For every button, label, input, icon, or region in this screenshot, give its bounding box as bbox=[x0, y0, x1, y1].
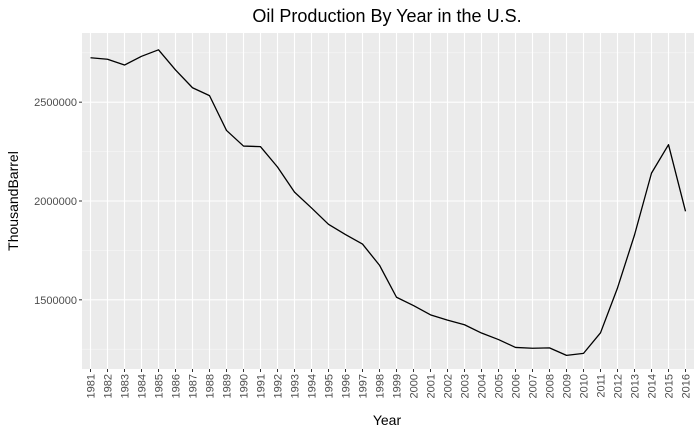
x-tick-label: 1999 bbox=[392, 374, 404, 398]
x-axis: 1981 1982 1983 1984 1985 1986 1987 1988 1989 1990… bbox=[86, 369, 693, 398]
y-tick-label: 2500000 bbox=[34, 97, 77, 109]
y-tick-label: 1500000 bbox=[34, 295, 77, 307]
x-tick-label: 2008 bbox=[545, 374, 557, 398]
x-tick-label: 1981 bbox=[86, 374, 98, 398]
x-tick-label: 1991 bbox=[256, 374, 268, 398]
x-tick-label: 1984 bbox=[137, 374, 149, 398]
x-tick-label: 1987 bbox=[188, 374, 200, 398]
x-tick-label: 2004 bbox=[477, 374, 489, 398]
x-tick-label: 2007 bbox=[528, 374, 540, 398]
x-tick-label: 1998 bbox=[375, 374, 387, 398]
x-tick-label: 2009 bbox=[562, 374, 574, 398]
series-line bbox=[90, 49, 687, 357]
x-tick-label: 2000 bbox=[409, 374, 421, 398]
y-axis-title: ThousandBarrel bbox=[5, 151, 21, 251]
x-tick-label: 1995 bbox=[324, 374, 336, 398]
x-tick-label: 2016 bbox=[681, 374, 693, 398]
x-tick-label: 1993 bbox=[290, 374, 302, 398]
x-tick-label: 2010 bbox=[579, 374, 591, 398]
x-tick-label: 1985 bbox=[154, 374, 166, 398]
x-tick-label: 2006 bbox=[511, 374, 523, 398]
x-tick-label: 1986 bbox=[171, 374, 183, 398]
x-axis-title: Year bbox=[373, 412, 402, 428]
y-axis: 1500000 2000000 2500000 bbox=[34, 97, 82, 307]
x-tick-label: 1982 bbox=[103, 374, 115, 398]
x-tick-label: 2014 bbox=[647, 374, 659, 398]
x-tick-label: 1990 bbox=[239, 374, 251, 398]
x-tick-label: 1992 bbox=[273, 374, 285, 398]
minor-gridlines bbox=[82, 52, 694, 350]
x-tick-label: 2011 bbox=[596, 374, 608, 398]
series-layer bbox=[90, 49, 687, 357]
x-tick-label: 2012 bbox=[613, 374, 625, 398]
x-tick-label: 1989 bbox=[222, 374, 234, 398]
chart-title: Oil Production By Year in the U.S. bbox=[252, 6, 521, 26]
x-tick-label: 2013 bbox=[630, 374, 642, 398]
x-tick-label: 1996 bbox=[341, 374, 353, 398]
y-tick-label: 2000000 bbox=[34, 196, 77, 208]
major-gridlines bbox=[82, 33, 694, 369]
x-tick-label: 1988 bbox=[205, 374, 217, 398]
x-tick-label: 2003 bbox=[460, 374, 472, 398]
x-tick-label: 1994 bbox=[307, 374, 319, 398]
x-tick-label: 1997 bbox=[358, 374, 370, 398]
x-tick-label: 1983 bbox=[120, 374, 132, 398]
x-tick-label: 2001 bbox=[426, 374, 438, 398]
x-tick-label: 2002 bbox=[443, 374, 455, 398]
x-tick-label: 2015 bbox=[664, 374, 676, 398]
x-tick-label: 2005 bbox=[494, 374, 506, 398]
